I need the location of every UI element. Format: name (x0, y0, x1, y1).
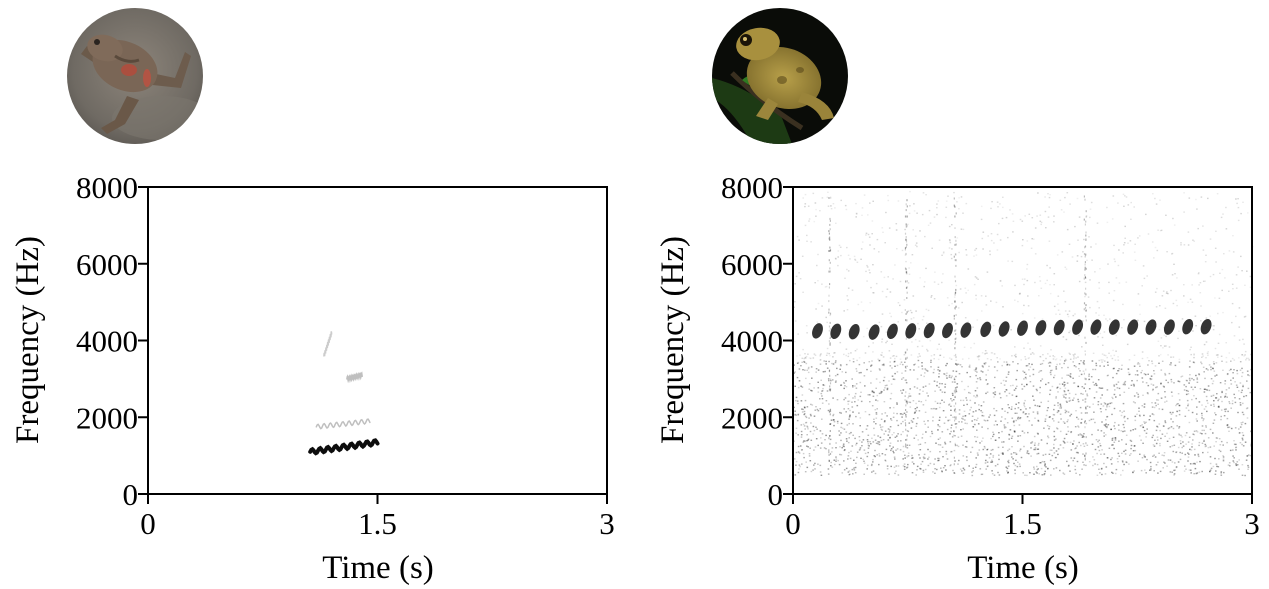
y-tick-label: 8000 (721, 170, 783, 205)
y-tick-label: 8000 (76, 170, 138, 205)
call-pulse (1072, 319, 1084, 335)
call-pulse (1182, 318, 1194, 335)
x-tick-label: 3 (1244, 506, 1260, 541)
y-tick-label: 6000 (721, 247, 783, 282)
call-trace-third-harmonic (346, 371, 363, 384)
call-pulse (1090, 319, 1102, 335)
call-pulse (942, 322, 953, 339)
y-tick-label: 4000 (721, 324, 783, 359)
x-tick-label: 1.5 (1003, 506, 1042, 541)
call-pulse (1108, 319, 1120, 335)
plot-frame (147, 186, 608, 495)
x-axis-label: Time (s) (967, 550, 1079, 586)
call-pulse (905, 323, 917, 339)
plot-frame (792, 186, 1253, 495)
frog-photo-brown (67, 8, 203, 144)
axis-ticks: 0 1.5 3 0 2000 4000 6000 8000 (76, 170, 615, 541)
y-axis-label: Frequency (Hz) (10, 236, 46, 444)
x-tick-label: 1.5 (358, 506, 397, 541)
call-pulse (1053, 319, 1065, 336)
call-pulse (1127, 319, 1139, 335)
call-trace-fundamental (308, 438, 380, 456)
spectrogram-left: 0 1.5 3 0 2000 4000 6000 8000 Time (s) Frequenc… (10, 170, 615, 586)
call-pulse (1163, 319, 1175, 335)
call-pulse (868, 324, 880, 340)
x-tick-label: 3 (599, 506, 615, 541)
y-tick-label: 2000 (721, 400, 783, 435)
call-pulse (960, 322, 972, 338)
x-tick-label: 0 (785, 506, 801, 541)
y-tick-label: 0 (123, 477, 139, 512)
call-trace-fourth-harmonic (323, 331, 333, 357)
call-pulse (848, 323, 860, 340)
call-pulse (998, 321, 1010, 337)
call-pulse (812, 323, 823, 339)
frog-photo-green (712, 8, 848, 144)
call-pulse (980, 321, 992, 338)
call-trace-second-harmonic (315, 418, 371, 430)
x-tick-label: 0 (140, 506, 156, 541)
call-pulse (1145, 319, 1157, 335)
spectrogram-panel-right: 0 1.5 3 0 2000 4000 6000 8000 Time (s) Frequenc… (645, 0, 1269, 589)
call-pulse (1035, 320, 1047, 336)
spectrogram-marks (793, 190, 1254, 477)
x-axis-label: Time (s) (322, 550, 434, 586)
y-tick-label: 6000 (76, 247, 138, 282)
spectrogram-panel-left: 0 1.5 3 0 2000 4000 6000 8000 Time (s) Frequenc… (0, 0, 634, 589)
spectrogram-marks (308, 331, 380, 456)
axis-ticks: 0 1.5 3 0 2000 4000 6000 8000 (721, 170, 1260, 541)
call-pulse (830, 323, 842, 340)
y-tick-label: 4000 (76, 324, 138, 359)
y-tick-label: 2000 (76, 400, 138, 435)
call-pulse (886, 323, 898, 340)
call-pulse (1017, 320, 1028, 336)
call-pulse (1200, 318, 1212, 335)
call-pulse (923, 322, 935, 339)
spectrogram-right: 0 1.5 3 0 2000 4000 6000 8000 Time (s) Frequenc… (655, 170, 1260, 586)
y-axis-label: Frequency (Hz) (655, 236, 691, 444)
y-tick-label: 0 (768, 477, 784, 512)
background-noise (793, 190, 1254, 477)
